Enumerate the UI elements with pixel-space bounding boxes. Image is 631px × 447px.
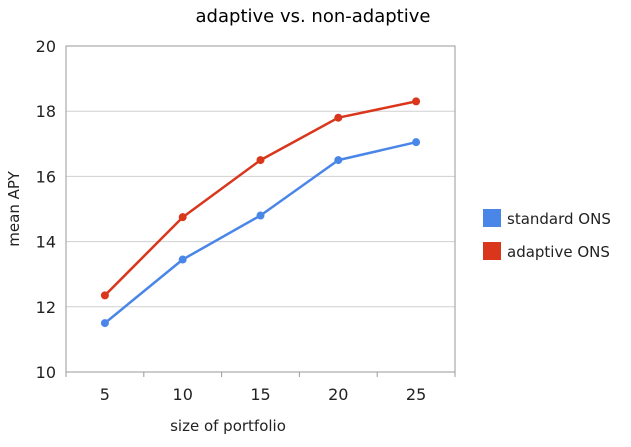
data-point (334, 156, 343, 165)
data-point (100, 319, 109, 328)
data-point (334, 113, 343, 122)
legend-swatch (483, 209, 501, 227)
y-axis-title: mean APY (5, 170, 23, 246)
data-point (256, 156, 265, 165)
x-tick-label: 10 (173, 385, 193, 404)
series (100, 97, 421, 328)
legend-item: standard ONS (483, 209, 611, 228)
legend: standard ONS adaptive ONS (483, 209, 611, 261)
x-axis-title: size of portfolio (170, 417, 286, 435)
series-line (104, 140, 417, 325)
y-tick-label: 14 (36, 233, 56, 252)
chart-title: adaptive vs. non-adaptive (196, 6, 431, 27)
y-tick-label: 10 (36, 363, 56, 382)
legend-item: adaptive ONS (483, 242, 610, 261)
data-point (412, 138, 421, 147)
series-1 (100, 97, 421, 300)
data-point (412, 97, 421, 106)
data-point (178, 255, 187, 264)
axes: 10 12 14 16 18 20 5 10 15 20 25 (36, 37, 456, 404)
data-point (100, 291, 109, 300)
series-0 (100, 138, 421, 328)
gridlines (66, 45, 455, 373)
plot-area-border (65, 45, 456, 373)
x-tick-label: 15 (250, 385, 270, 404)
series-line (104, 100, 417, 297)
legend-label: standard ONS (507, 210, 611, 228)
legend-label: adaptive ONS (507, 243, 610, 261)
y-tick-label: 18 (36, 102, 56, 121)
data-point (178, 213, 187, 222)
x-tick-label: 20 (328, 385, 348, 404)
y-tick-label: 12 (36, 298, 56, 317)
legend-swatch (483, 242, 501, 260)
y-tick-label: 16 (36, 167, 56, 186)
data-point (256, 211, 265, 220)
x-tick-label: 5 (100, 385, 110, 404)
x-tick-label: 25 (406, 385, 426, 404)
y-tick-label: 20 (36, 37, 56, 56)
